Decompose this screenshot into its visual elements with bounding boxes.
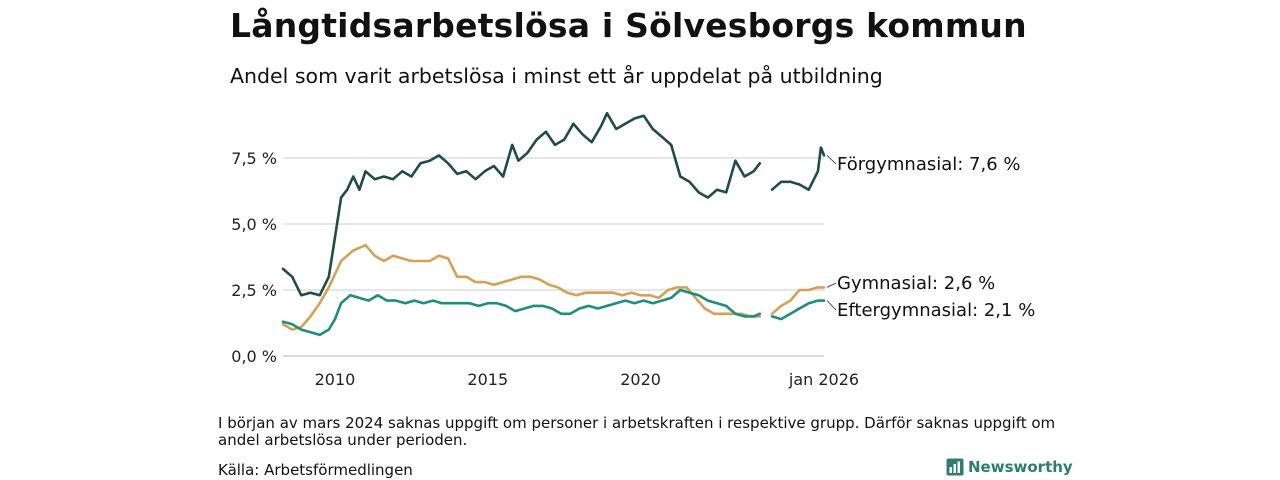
- series-line-eftergymnasial: [770, 299, 826, 321]
- chart-subtitle: Andel som varit arbetslösa i minst ett å…: [230, 64, 883, 88]
- series-line-gymnasial: [281, 243, 762, 331]
- x-tick-label: 2015: [467, 370, 508, 389]
- x-tick-label: jan 2026: [788, 370, 859, 389]
- end-label-förgymnasial: Förgymnasial: 7,6 %: [837, 154, 1021, 175]
- end-label-leader: [826, 282, 837, 288]
- chart-title: Långtidsarbetslösa i Sölvesborgs kommun: [230, 6, 1027, 45]
- x-tick-label: 2020: [620, 370, 661, 389]
- brand-name: Newsworthy: [968, 458, 1073, 476]
- end-label-leader: [826, 300, 837, 311]
- series-line-förgymnasial: [770, 146, 826, 191]
- y-tick-label: 5,0 %: [231, 215, 277, 234]
- series-line-förgymnasial: [281, 111, 762, 297]
- end-label-gymnasial: Gymnasial: 2,6 %: [837, 273, 995, 294]
- newsworthy-logo-icon: [946, 458, 964, 476]
- end-label-eftergymnasial: Eftergymnasial: 2,1 %: [837, 300, 1035, 321]
- series-line-gymnasial: [770, 286, 826, 316]
- brand-logo: Newsworthy: [946, 458, 1073, 476]
- series-line-eftergymnasial: [281, 288, 762, 337]
- y-tick-label: 7,5 %: [231, 149, 277, 168]
- source-line: Källa: Arbetsförmedlingen: [218, 461, 413, 479]
- x-tick-label: 2010: [315, 370, 356, 389]
- end-label-leader: [826, 155, 837, 165]
- footnote: I början av mars 2024 saknas uppgift om …: [218, 414, 1056, 449]
- y-tick-label: 0,0 %: [231, 347, 277, 366]
- y-tick-label: 2,5 %: [231, 281, 277, 300]
